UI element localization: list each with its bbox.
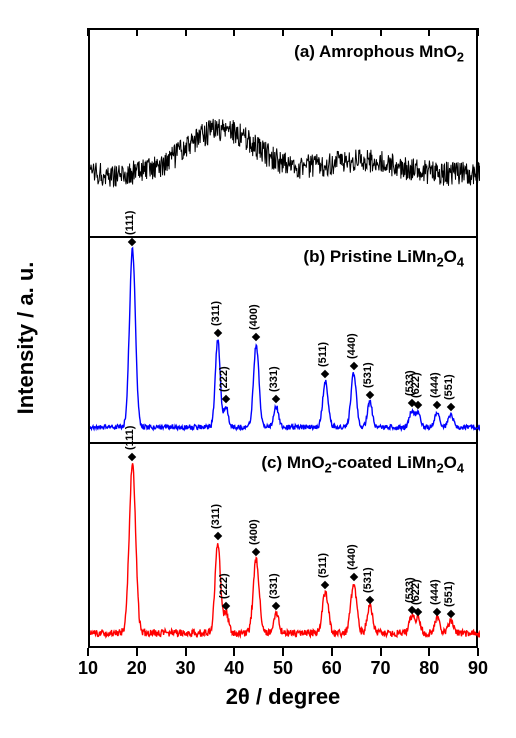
peak-label: (111)	[124, 426, 136, 450]
peak-label: (311)	[210, 301, 222, 326]
panel-title-b: (b) Pristine LiMn2O4	[303, 247, 464, 269]
peak-label: (400)	[248, 519, 260, 545]
peak-label: (222)	[218, 573, 230, 599]
y-axis-label: Intensity / a. u.	[13, 262, 39, 415]
x-tick-top	[331, 28, 333, 36]
panel-title-a: (a) Amrophous MnO2	[294, 42, 464, 64]
panel-title-text: (b) Pristine LiMn	[303, 247, 436, 266]
peak-label: (511)	[317, 342, 329, 367]
peak-label: (444)	[429, 579, 441, 605]
x-tick-label: 30	[166, 658, 206, 679]
x-tick-top	[428, 28, 430, 36]
x-axis-label: 2θ / degree	[88, 684, 478, 710]
peak-label: (531)	[362, 362, 374, 388]
x-tick-top	[136, 28, 138, 36]
peak-label: (551)	[443, 581, 455, 607]
panel-title-text: (c) MnO	[261, 453, 324, 472]
x-tick	[282, 648, 284, 656]
peak-label: (400)	[248, 304, 260, 330]
panel-title-c: (c) MnO2-coated LiMn2O4	[261, 453, 464, 475]
x-tick-label: 80	[409, 658, 449, 679]
x-tick-label: 60	[312, 658, 352, 679]
peak-label: (444)	[429, 373, 441, 399]
x-tick-top	[185, 28, 187, 36]
peak-label: (331)	[268, 573, 280, 599]
panel-c: (c) MnO2-coated LiMn2O4(111)(311)(222)(4…	[90, 443, 476, 650]
panel-title-text: (a) Amrophous MnO	[294, 42, 457, 61]
panel-divider	[90, 442, 476, 444]
x-tick	[380, 648, 382, 656]
panel-b: (b) Pristine LiMn2O4(111)(311)(222)(400)…	[90, 237, 476, 444]
x-tick-label: 50	[263, 658, 303, 679]
xrd-figure: (a) Amrophous MnO2 (b) Pristine LiMn2O4 (1…	[0, 0, 516, 738]
x-tick-label: 70	[361, 658, 401, 679]
panel-divider	[90, 236, 476, 238]
x-tick	[87, 648, 89, 656]
x-tick-label: 20	[117, 658, 157, 679]
x-tick-top	[380, 28, 382, 36]
peak-label: (111)	[124, 211, 136, 235]
x-tick	[233, 648, 235, 656]
plot-area: (a) Amrophous MnO2 (b) Pristine LiMn2O4 (1…	[88, 28, 478, 648]
peak-label: (222)	[218, 366, 230, 392]
x-tick-label: 90	[458, 658, 498, 679]
x-tick-label: 40	[214, 658, 254, 679]
peak-label: (440)	[346, 544, 358, 570]
x-tick-top	[87, 28, 89, 36]
peak-label: (622)	[410, 579, 422, 605]
x-tick	[331, 648, 333, 656]
peak-label: (311)	[210, 503, 222, 528]
x-tick	[136, 648, 138, 656]
x-tick-top	[477, 28, 479, 36]
peak-label: (551)	[443, 375, 455, 401]
peak-label: (531)	[362, 567, 374, 593]
x-tick	[185, 648, 187, 656]
peak-label: (440)	[346, 333, 358, 359]
x-tick-label: 10	[68, 658, 108, 679]
panel-a: (a) Amrophous MnO2	[90, 30, 476, 237]
x-tick	[428, 648, 430, 656]
peak-label: (331)	[268, 366, 280, 392]
x-tick	[477, 648, 479, 656]
peak-label: (511)	[317, 553, 329, 578]
peak-label: (622)	[410, 373, 422, 399]
x-tick-top	[233, 28, 235, 36]
x-tick-top	[282, 28, 284, 36]
